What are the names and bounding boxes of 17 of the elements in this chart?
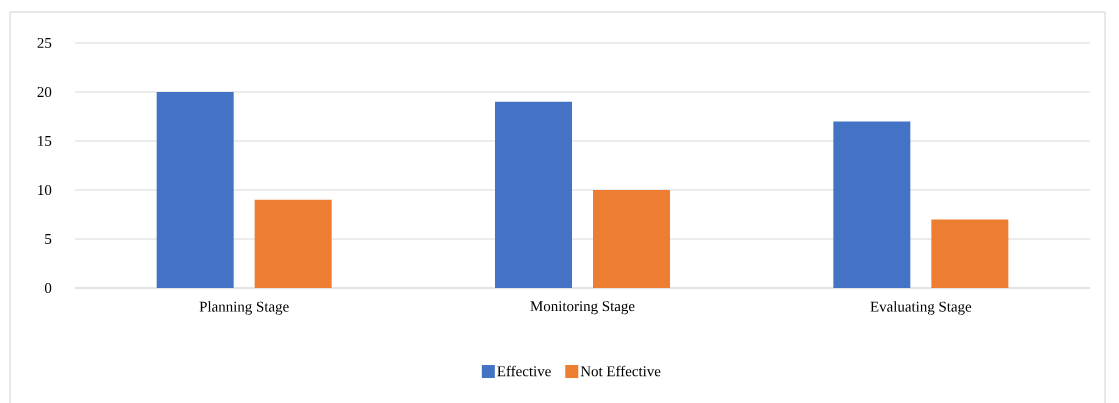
bar	[593, 190, 671, 288]
y-tick-label: 5	[45, 234, 52, 244]
x-tick-label: Monitoring Stage	[530, 301, 635, 315]
bar	[495, 101, 573, 288]
x-tick-label: Planning Stage	[199, 301, 289, 315]
y-tick-label: 15	[38, 136, 52, 146]
legend-label: Not Effective	[580, 365, 661, 377]
bar	[156, 92, 234, 288]
x-tick-label: Evaluating Stage	[870, 301, 972, 315]
y-tick-label: 0	[44, 282, 52, 294]
y-tick-label: 10	[38, 184, 52, 196]
y-tick-label: 20	[37, 86, 52, 98]
y-tick-label: 25	[37, 37, 52, 49]
bar	[833, 121, 911, 288]
bar	[931, 219, 1009, 288]
bar	[254, 199, 332, 288]
legend-label: Effective	[497, 365, 551, 377]
